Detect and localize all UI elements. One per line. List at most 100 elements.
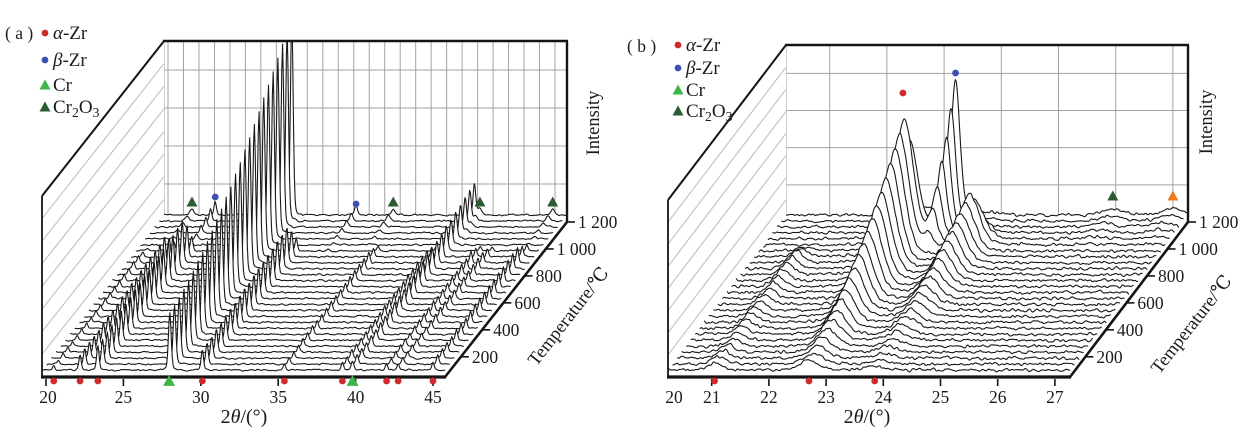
legend-item-label: Cr2O3 [53, 97, 100, 120]
xrd-curve [681, 336, 1084, 355]
xrd-curve [672, 352, 1075, 367]
legend-item--Zr: β-Zr [674, 58, 720, 79]
temperature-axis [443, 221, 569, 378]
legend-item--Zr: α-Zr [674, 35, 721, 56]
phase-markers [711, 69, 1179, 385]
temperature-tick-label: 400 [1117, 320, 1144, 340]
intensity-axis-title: Intensity [1197, 89, 1217, 154]
x-tick-label: 21 [703, 387, 721, 407]
x-tick-label: 35 [269, 387, 287, 407]
back-wall [785, 44, 1189, 223]
legend-item--Zr: β-Zr [41, 50, 87, 71]
x-tick-label: 23 [817, 387, 835, 407]
legend-item-label: α-Zr [53, 23, 88, 44]
xrd-curve [703, 289, 1107, 325]
legend-item-label: Cr [53, 75, 73, 96]
xrd-curve [60, 280, 464, 348]
legend-item-label: Cr2O3 [686, 101, 733, 124]
temperature-tick-label: 1 000 [557, 239, 597, 259]
temperature-tick-label: 600 [1137, 293, 1164, 313]
left-wall-gridline [41, 85, 165, 242]
left-wall-gridline [41, 199, 165, 355]
legend-marker-triangle [39, 79, 51, 90]
intensity-axis-title: Intensity [584, 90, 604, 155]
panel-a: 20 25 30 35 40 45 2θ/(°) 200 400 600 800 1 000 1 200… [5, 23, 618, 428]
x-axis-ticks: 20 25 30 35 40 45 2θ/(°) [39, 379, 442, 428]
plot-walls [667, 44, 1189, 377]
legend-item-label: Cr [686, 80, 706, 101]
xrd-curve [84, 230, 488, 318]
left-wall-gridline [41, 176, 165, 333]
phase-marker-bottom-alpha-Zr [76, 377, 84, 385]
legend-item-label: β-Zr [52, 50, 87, 71]
temperature-tick-label: 1 000 [1178, 239, 1218, 259]
phase-marker-top-Cr2O3 [387, 196, 399, 207]
legend-item-Cr2O3: Cr2O3 [39, 97, 100, 120]
xrd-curve [713, 267, 1116, 313]
xrd-curve [65, 270, 469, 342]
box-left-slant-edge [667, 44, 787, 201]
phase-marker-top-Cr2O3 [547, 196, 559, 207]
xrd-curve [744, 177, 1148, 271]
xrd-curve [112, 162, 516, 283]
x-tick-label: 20 [665, 387, 683, 407]
xrd-curve [126, 123, 530, 265]
box-left-slant-edge [41, 40, 165, 197]
phase-marker-top-Cr2O3 [186, 196, 198, 207]
left-wall-gridline [41, 108, 165, 265]
xrd-curve-fill [42, 312, 445, 377]
temperature-tick-label: 1 200 [578, 212, 618, 232]
temperature-tick-label: 400 [493, 320, 520, 340]
panel-label: ( a ) [5, 23, 33, 43]
legend-marker-dot [41, 29, 49, 37]
legend-item-Cr2O3: Cr2O3 [672, 101, 733, 124]
temperature-tick-label: 1 200 [1199, 212, 1239, 232]
xrd-curves [668, 79, 1188, 377]
left-wall-gridline [41, 153, 165, 310]
legend-item-Cr: Cr [672, 80, 706, 101]
left-wall-gridline [667, 66, 787, 223]
x-tick-label: 45 [424, 387, 442, 407]
xrd-curve [74, 251, 478, 330]
phase-marker-bottom-alpha-Zr [871, 377, 879, 385]
xrd-curve [676, 344, 1080, 361]
xrd-curve [42, 312, 446, 372]
xrd-curve [121, 137, 525, 271]
xrd-curve [51, 297, 455, 360]
phase-marker-bottom-alpha-Zr [339, 377, 346, 385]
phase-marker-bottom-alpha-Zr [383, 377, 390, 385]
x-tick-label: 25 [115, 387, 133, 407]
phase-marker-top-beta-Zr [952, 69, 959, 77]
xrd-curve [722, 243, 1125, 301]
xrd-curve [785, 79, 1188, 218]
x-axis-title: 2θ/(°) [844, 406, 891, 428]
phase-marker-bottom-alpha-Zr [280, 377, 288, 385]
phase-marker-bottom-alpha-Zr [94, 377, 102, 385]
xrd-curve [731, 218, 1134, 289]
left-wall-gridline [41, 131, 165, 287]
phase-marker-bottom-Cr [346, 375, 359, 386]
x-tick-label: 30 [192, 387, 210, 407]
xrd-curve [754, 148, 1157, 259]
xrd-curve [98, 196, 502, 300]
xrd-curve [726, 230, 1130, 295]
xrd-curve [135, 97, 540, 253]
left-wall-gridline [667, 111, 787, 267]
phase-marker-top-alpha-Zr [899, 89, 907, 97]
temperature-tick-label: 200 [1096, 347, 1123, 367]
plot-box-edges [667, 43, 1190, 379]
legend-marker-dot [674, 41, 682, 49]
x-tick-label: 26 [989, 387, 1007, 407]
phase-marker-bottom-alpha-Zr [805, 377, 813, 385]
xrd-curve [708, 277, 1111, 319]
xrd-curve [758, 132, 1162, 253]
xrd-curve [735, 205, 1139, 283]
x-tick-label: 25 [932, 387, 950, 407]
phase-marker-bottom-alpha-Zr [198, 377, 206, 385]
x-tick-label: 27 [1046, 387, 1064, 407]
xrd-curve [717, 253, 1120, 307]
xrd-curve [55, 288, 460, 354]
left-wall-gridline [41, 63, 165, 219]
